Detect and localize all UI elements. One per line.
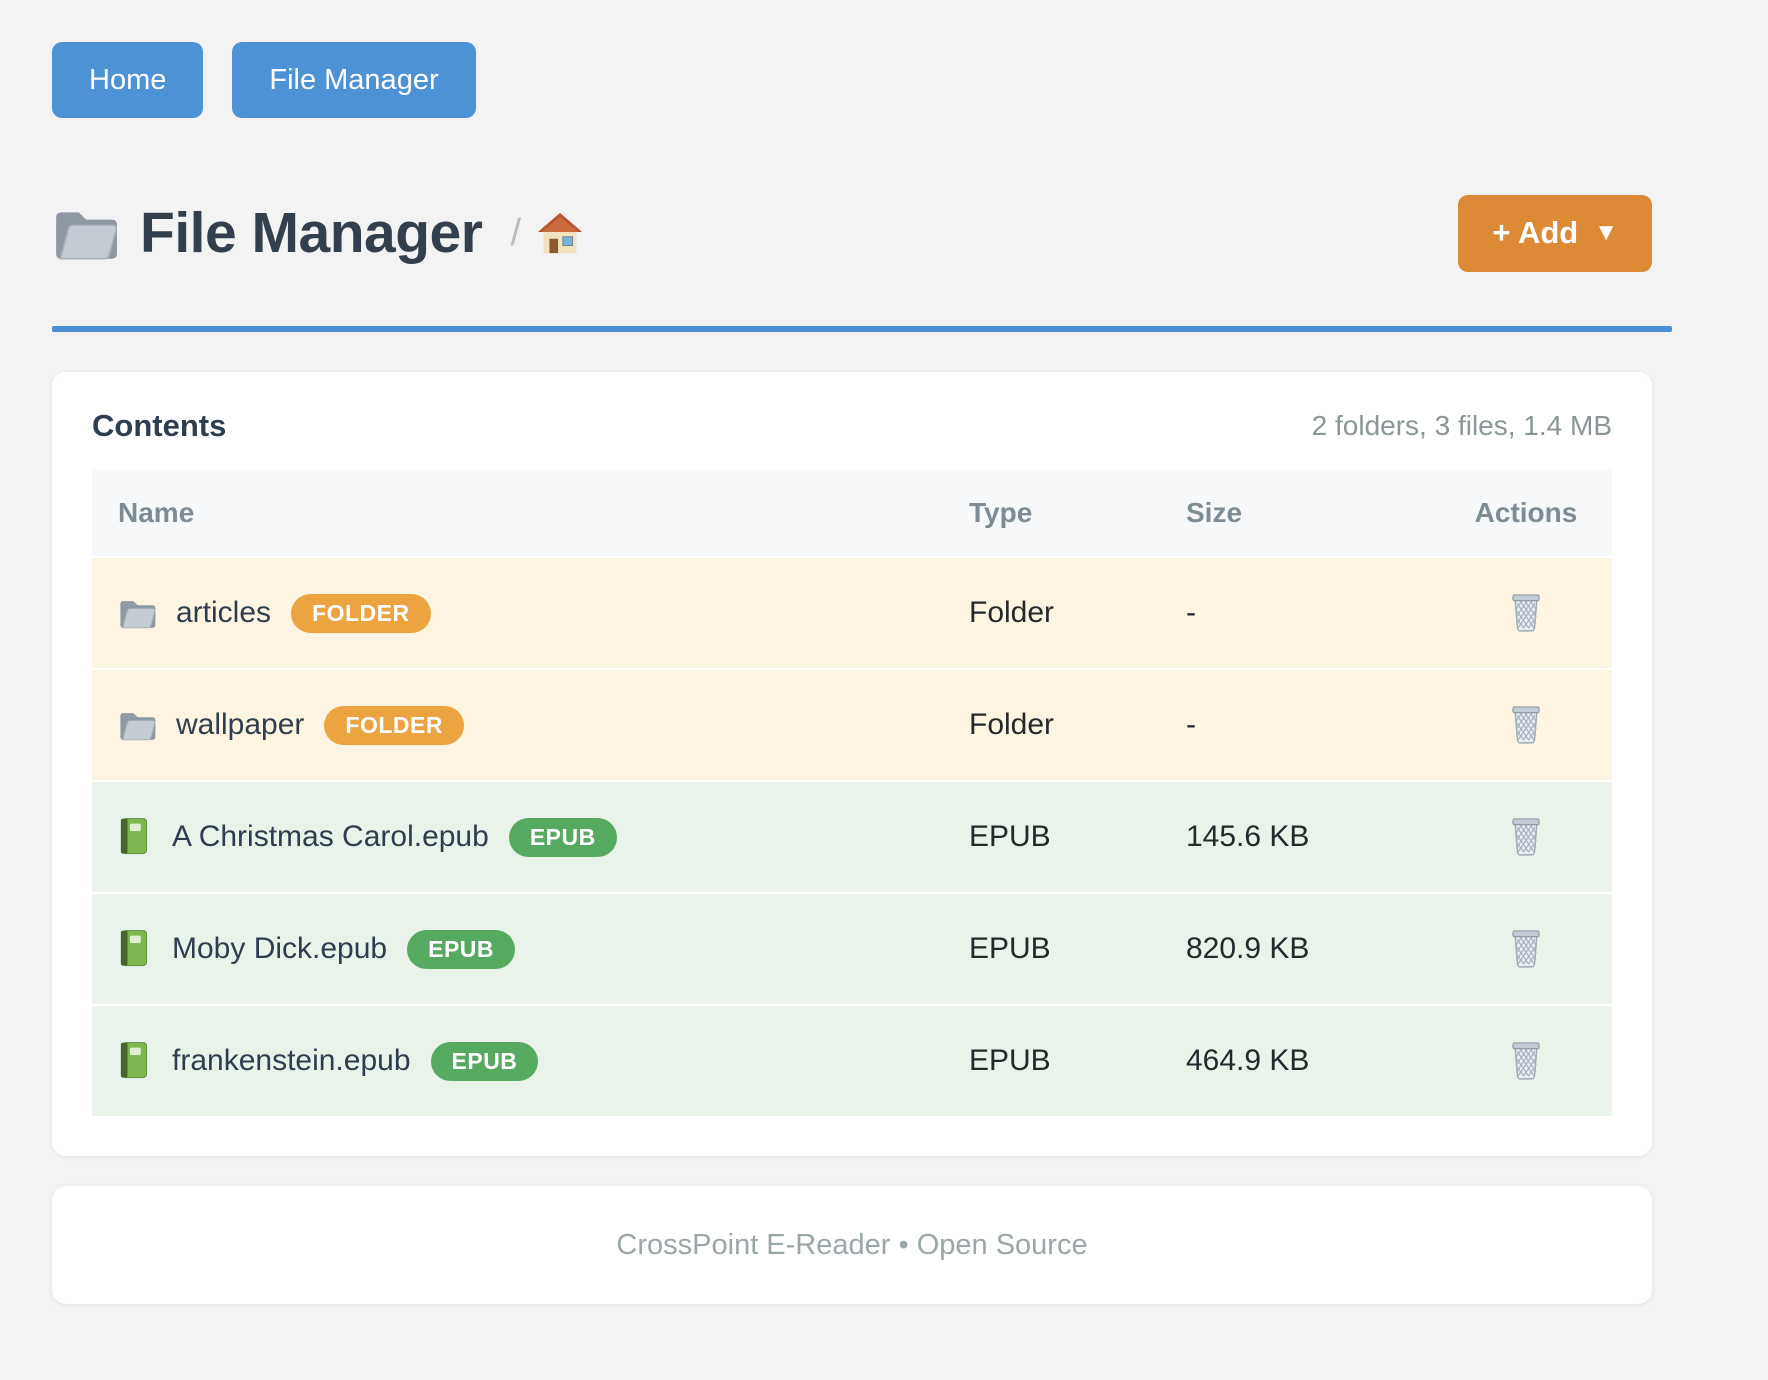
folder-icon	[52, 205, 118, 261]
epub-badge: EPUB	[508, 817, 617, 857]
epub-badge: EPUB	[407, 929, 516, 969]
trash-icon	[1508, 927, 1544, 969]
delete-button[interactable]	[1504, 587, 1548, 640]
file-name[interactable]: A Christmas Carol.epub	[172, 820, 489, 853]
folder-badge: FOLDER	[291, 593, 431, 633]
table-row: A Christmas Carol.epub EPUB EPUB 145.6 K…	[92, 780, 1612, 892]
column-header-size: Size	[1186, 497, 1243, 528]
breadcrumb-separator: /	[510, 211, 521, 254]
table-row: articles FOLDER Folder -	[92, 556, 1612, 668]
contents-header: Contents 2 folders, 3 files, 1.4 MB	[92, 408, 1612, 444]
file-size: -	[1186, 596, 1196, 629]
column-header-type: Type	[969, 497, 1033, 528]
title-group: File Manager /	[52, 200, 583, 266]
trash-icon	[1508, 591, 1544, 633]
delete-button[interactable]	[1504, 699, 1548, 752]
file-name[interactable]: Moby Dick.epub	[172, 932, 388, 965]
file-type: Folder	[969, 596, 1055, 629]
caret-down-icon: ▼	[1594, 219, 1618, 246]
footer-text: CrossPoint E-Reader • Open Source	[616, 1228, 1088, 1261]
table-row: frankenstein.epub EPUB EPUB 464.9 KB	[92, 1004, 1612, 1116]
file-size: 820.9 KB	[1186, 932, 1310, 965]
book-icon	[118, 817, 152, 857]
book-icon	[118, 1041, 152, 1081]
page-title: File Manager	[140, 201, 483, 265]
file-type: EPUB	[969, 820, 1051, 853]
folder-icon	[118, 709, 156, 741]
epub-badge: EPUB	[430, 1041, 539, 1081]
folder-badge: FOLDER	[324, 705, 464, 745]
file-type: Folder	[969, 708, 1055, 741]
home-breadcrumb-icon[interactable]	[537, 211, 583, 255]
contents-card: Contents 2 folders, 3 files, 1.4 MB Name…	[52, 372, 1652, 1156]
contents-heading: Contents	[92, 408, 227, 443]
file-name[interactable]: frankenstein.epub	[172, 1044, 411, 1077]
title-underline	[52, 326, 1672, 332]
footer: CrossPoint E-Reader • Open Source	[52, 1186, 1652, 1304]
trash-icon	[1508, 703, 1544, 745]
folder-icon	[118, 597, 156, 629]
trash-icon	[1508, 815, 1544, 857]
file-manager-button[interactable]: File Manager	[232, 42, 476, 118]
file-size: 145.6 KB	[1186, 820, 1310, 853]
table-row: Moby Dick.epub EPUB EPUB 820.9 KB	[92, 892, 1612, 1004]
delete-button[interactable]	[1504, 811, 1548, 864]
contents-summary: 2 folders, 3 files, 1.4 MB	[1311, 410, 1612, 441]
file-table: Name Type Size Actions articles FOLDER	[92, 470, 1612, 1116]
home-button[interactable]: Home	[52, 42, 204, 118]
top-navigation: Home File Manager	[52, 42, 1768, 118]
trash-icon	[1508, 1039, 1544, 1081]
column-header-name: Name	[118, 497, 195, 528]
file-type: EPUB	[969, 932, 1051, 965]
add-button[interactable]: + Add ▼	[1458, 194, 1652, 272]
delete-button[interactable]	[1504, 1035, 1548, 1088]
add-button-label: + Add	[1492, 215, 1579, 250]
file-size: -	[1186, 708, 1196, 741]
title-bar: File Manager / + Add ▼	[52, 192, 1652, 274]
file-name[interactable]: articles	[176, 596, 272, 629]
delete-button[interactable]	[1504, 923, 1548, 976]
file-type: EPUB	[969, 1044, 1051, 1077]
book-icon	[118, 929, 152, 969]
column-header-actions: Actions	[1474, 497, 1578, 528]
table-row: wallpaper FOLDER Folder -	[92, 668, 1612, 780]
file-name[interactable]: wallpaper	[176, 708, 305, 741]
table-header-row: Name Type Size Actions	[92, 470, 1612, 556]
file-size: 464.9 KB	[1186, 1044, 1310, 1077]
